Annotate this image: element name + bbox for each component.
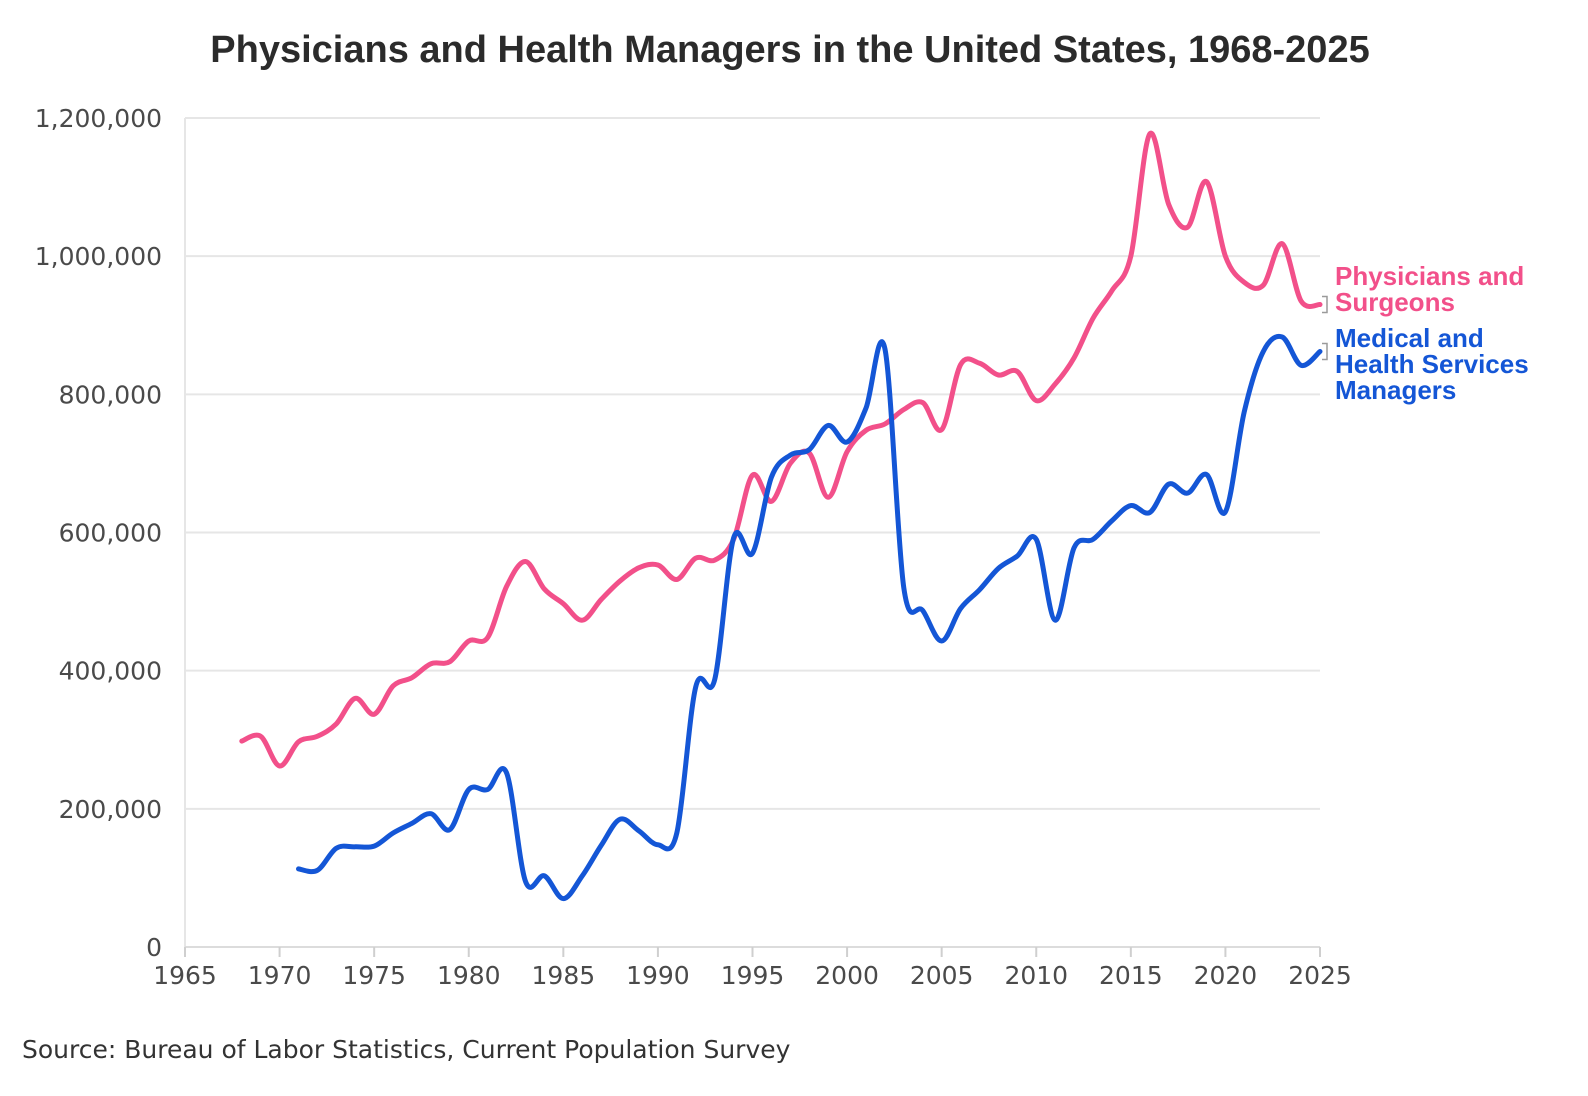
x-tick-label: 2005 bbox=[910, 961, 974, 990]
x-tick-label: 1980 bbox=[437, 961, 501, 990]
y-tick-label: 0 bbox=[146, 933, 162, 962]
series-label-line: Managers bbox=[1335, 375, 1456, 405]
y-tick-label: 800,000 bbox=[59, 380, 162, 409]
series-label-line: Medical and bbox=[1335, 323, 1484, 353]
x-tick-label: 2010 bbox=[1004, 961, 1068, 990]
x-tick-label: 1985 bbox=[532, 961, 596, 990]
x-tick-label: 2015 bbox=[1099, 961, 1163, 990]
x-tick-label: 2025 bbox=[1288, 961, 1352, 990]
series-label-line: Health Services bbox=[1335, 349, 1529, 379]
y-tick-label: 1,000,000 bbox=[35, 242, 162, 271]
axes: 0 200,000 400,000 600,000 800,000 1,000,000 1,… bbox=[35, 104, 1352, 990]
y-tick-label: 1,200,000 bbox=[35, 104, 162, 133]
series-label-line: Surgeons bbox=[1335, 287, 1455, 317]
series-lines bbox=[239, 130, 1323, 902]
chart-title: Physicians and Health Managers in the Un… bbox=[210, 29, 1369, 71]
series-label-physicians-and-surgeons: Physicians and Surgeons bbox=[1335, 261, 1524, 317]
series-labels: Physicians and Surgeons Medical and Health … bbox=[1322, 261, 1529, 405]
series-line-physicians-and-surgeons bbox=[239, 130, 1323, 769]
x-tick-label: 1990 bbox=[626, 961, 690, 990]
series-line-medical-and-health-services-managers bbox=[296, 333, 1323, 902]
source-note: Source: Bureau of Labor Statistics, Curr… bbox=[22, 1035, 791, 1064]
grid bbox=[185, 117, 1320, 948]
y-tick-label: 200,000 bbox=[59, 795, 162, 824]
x-tick-label: 1970 bbox=[248, 961, 312, 990]
series-label-medical-and-health-services-managers: Medical and Health Services Managers bbox=[1335, 323, 1529, 405]
y-tick-label: 400,000 bbox=[59, 657, 162, 686]
x-tick-label: 1975 bbox=[342, 961, 406, 990]
series-label-line: Physicians and bbox=[1335, 261, 1524, 291]
x-tick-label: 2000 bbox=[815, 961, 879, 990]
label-connector bbox=[1322, 342, 1328, 361]
label-connector bbox=[1322, 295, 1328, 314]
x-tick-label: 1995 bbox=[721, 961, 785, 990]
x-tick-label: 1965 bbox=[153, 961, 217, 990]
x-tick-label: 2020 bbox=[1194, 961, 1258, 990]
y-tick-label: 600,000 bbox=[59, 519, 162, 548]
